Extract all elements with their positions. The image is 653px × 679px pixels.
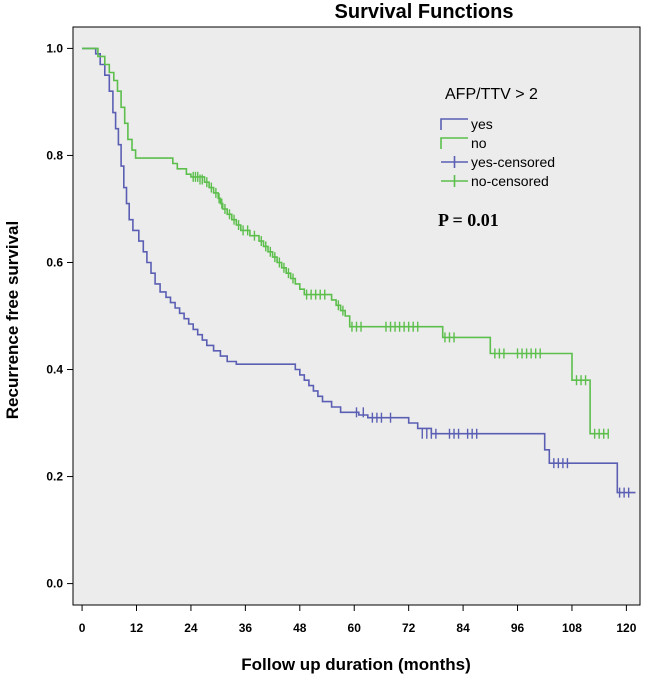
legend-swatch (440, 118, 468, 130)
x-tick-label: 108 (562, 621, 582, 635)
series-line-yes (82, 47, 636, 494)
x-tick-label: 72 (402, 621, 416, 635)
y-tick-label: 0.2 (46, 470, 63, 484)
x-tick-label: 48 (293, 621, 307, 635)
survival-curves (82, 47, 636, 498)
legend-item-no-censored: no-censored (441, 173, 549, 189)
legend-title: AFP/TTV > 2 (445, 86, 538, 103)
y-tick-label: 1.0 (46, 41, 63, 55)
x-tick-label: 12 (130, 621, 144, 635)
legend-item-yes-censored: yes-censored (441, 154, 555, 170)
x-tick-label: 0 (79, 621, 86, 635)
legend-label: no-censored (471, 173, 549, 189)
x-tick-label: 24 (184, 621, 198, 635)
legend-item-yes: yes (440, 116, 493, 132)
y-tick-label: 0.6 (46, 255, 63, 269)
y-tick-label: 0.4 (46, 363, 63, 377)
x-tick-label: 96 (511, 621, 525, 635)
y-axis-label: Recurrence free survival (3, 221, 22, 419)
plot-area (72, 26, 641, 606)
legend: AFP/TTV > 2 yes no yes-censored no-censored (440, 86, 555, 189)
series-line-no (82, 47, 609, 435)
y-axis: 0.0 0.2 0.4 0.6 0.8 1.0 (46, 41, 73, 591)
chart-title: Survival Functions (335, 1, 514, 23)
x-tick-label: 120 (616, 621, 636, 635)
legend-label: yes (471, 116, 493, 132)
x-axis: 0 12 24 36 48 60 72 84 96 108 120 (79, 605, 637, 635)
x-axis-label: Follow up duration (months) (241, 655, 470, 674)
legend-label: no (471, 135, 487, 151)
x-tick-label: 60 (348, 621, 362, 635)
legend-swatch (440, 137, 468, 149)
legend-label: yes-censored (471, 154, 555, 170)
y-tick-label: 0.8 (46, 148, 63, 162)
x-tick-label: 36 (239, 621, 253, 635)
legend-item-no: no (440, 135, 487, 151)
x-tick-label: 84 (456, 621, 470, 635)
y-tick-label: 0.0 (46, 577, 63, 591)
p-value-annotation: P = 0.01 (438, 210, 499, 230)
